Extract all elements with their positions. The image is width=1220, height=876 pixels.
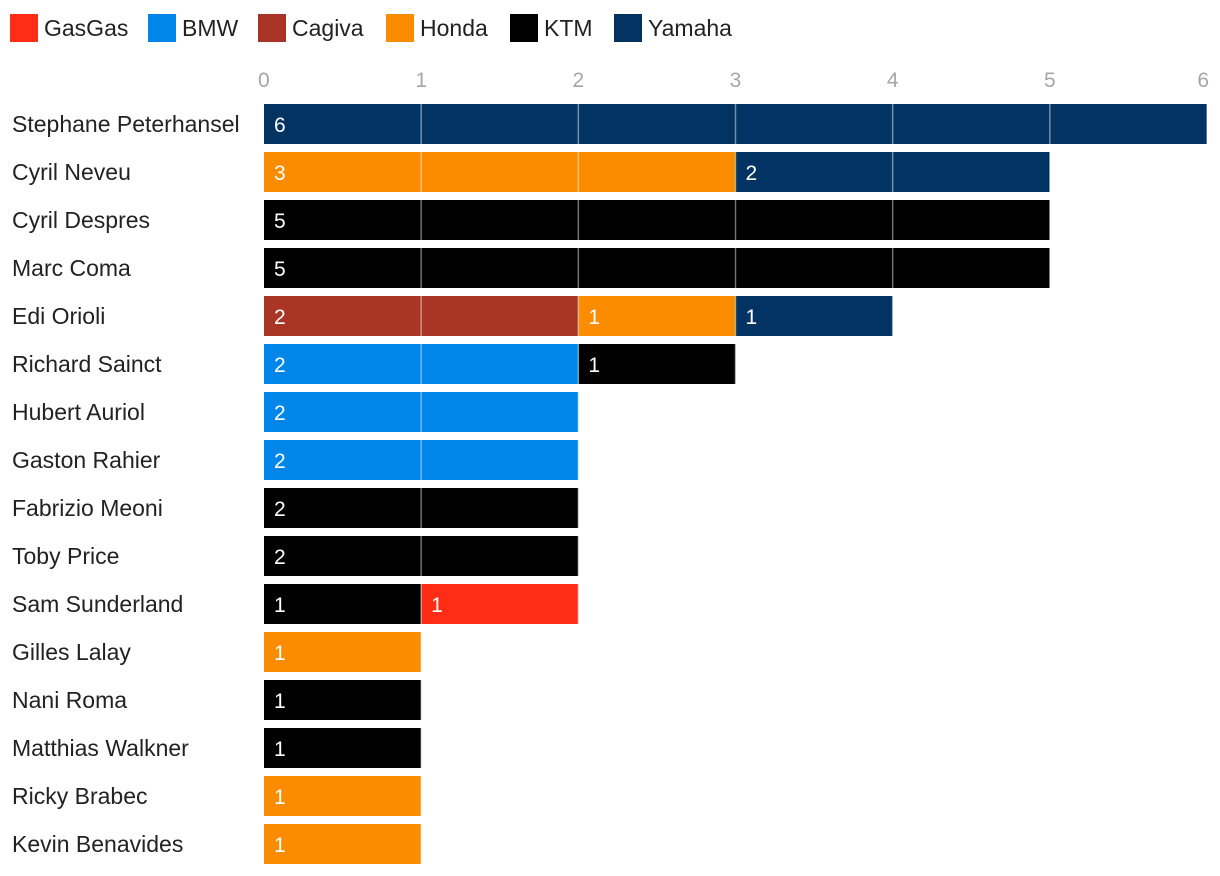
data-label: 2 xyxy=(274,354,286,377)
data-label: 1 xyxy=(274,690,286,713)
category-label: Marc Coma xyxy=(12,255,131,281)
legend-swatch-cagiva xyxy=(258,14,286,42)
bar-segment-cagiva xyxy=(264,296,579,336)
data-label: 2 xyxy=(746,162,758,185)
data-label: 1 xyxy=(274,786,286,809)
category-label: Toby Price xyxy=(12,543,119,569)
x-tick-label: 0 xyxy=(258,69,270,92)
bar-segment-bmw xyxy=(264,392,579,432)
legend-swatch-gasgas xyxy=(10,14,38,42)
category-label: Fabrizio Meoni xyxy=(12,495,163,521)
legend-label-honda: Honda xyxy=(420,15,488,41)
data-label: 1 xyxy=(746,306,758,329)
category-label: Cyril Despres xyxy=(12,207,150,233)
x-tick-label: 3 xyxy=(730,69,742,92)
data-label: 6 xyxy=(274,114,286,137)
category-labels: Stephane Peterhansel Cyril Neveu Cyril Des… xyxy=(12,111,240,857)
category-label: Matthias Walkner xyxy=(12,735,189,761)
chart-legend: GasGas BMW Cagiva Honda KTM Yamaha xyxy=(10,14,732,42)
x-axis-ticks: 0 1 2 3 4 5 6 xyxy=(258,69,1209,92)
legend-swatch-yamaha xyxy=(614,14,642,42)
x-tick-label: 2 xyxy=(572,69,584,92)
bar-segment-honda xyxy=(264,776,422,816)
legend-swatch-honda xyxy=(386,14,414,42)
data-label: 5 xyxy=(274,210,286,233)
data-label: 1 xyxy=(431,594,443,617)
legend-label-yamaha: Yamaha xyxy=(648,15,732,41)
legend-label-bmw: BMW xyxy=(182,15,239,41)
data-label: 2 xyxy=(274,450,286,473)
bar-segment-honda xyxy=(264,152,736,192)
bar-segment-ktm xyxy=(264,536,579,576)
legend-swatch-bmw xyxy=(148,14,176,42)
data-label: 1 xyxy=(274,738,286,761)
x-tick-label: 4 xyxy=(887,69,899,92)
x-tick-label: 6 xyxy=(1197,69,1209,92)
data-label: 2 xyxy=(274,306,286,329)
data-label: 1 xyxy=(274,834,286,857)
bar-segment-honda xyxy=(578,296,736,336)
category-label: Edi Orioli xyxy=(12,303,105,329)
bar-segment-ktm xyxy=(264,248,1050,288)
category-label: Gilles Lalay xyxy=(12,639,131,665)
category-label: Nani Roma xyxy=(12,687,127,713)
bar-segment-yamaha xyxy=(735,296,893,336)
data-label: 1 xyxy=(588,354,600,377)
bar-segment-gasgas xyxy=(421,584,579,624)
category-label: Sam Sunderland xyxy=(12,591,183,617)
x-tick-label: 1 xyxy=(415,69,427,92)
category-label: Gaston Rahier xyxy=(12,447,161,473)
category-label: Hubert Auriol xyxy=(12,399,145,425)
bar-segment-honda xyxy=(264,632,422,672)
data-label: 2 xyxy=(274,402,286,425)
data-label: 1 xyxy=(274,594,286,617)
category-label: Stephane Peterhansel xyxy=(12,111,240,137)
data-labels: 6 3 2 5 5 2 1 1 2 1 2 2 2 2 1 1 1 1 1 1 1 xyxy=(274,114,757,857)
legend-label-cagiva: Cagiva xyxy=(292,15,364,41)
bar-segment-yamaha xyxy=(264,104,1207,144)
bar-segment-ktm xyxy=(264,728,422,768)
bar-segment-yamaha xyxy=(735,152,1050,192)
bar-segment-ktm xyxy=(264,680,422,720)
legend-swatch-ktm xyxy=(510,14,538,42)
bar-segment-ktm xyxy=(264,200,1050,240)
bar-segment-bmw xyxy=(264,344,579,384)
legend-label-gasgas: GasGas xyxy=(44,15,128,41)
gridlines xyxy=(420,104,1208,864)
bar-segment-ktm xyxy=(264,488,579,528)
bar-segment-ktm xyxy=(264,584,422,624)
x-tick-label: 5 xyxy=(1044,69,1056,92)
category-label: Kevin Benavides xyxy=(12,831,183,857)
category-label: Richard Sainct xyxy=(12,351,162,377)
data-label: 2 xyxy=(274,546,286,569)
bar-segment-bmw xyxy=(264,440,579,480)
data-label: 5 xyxy=(274,258,286,281)
category-label: Ricky Brabec xyxy=(12,783,147,809)
legend-label-ktm: KTM xyxy=(544,15,593,41)
bars xyxy=(264,104,1207,864)
data-label: 1 xyxy=(274,642,286,665)
data-label: 1 xyxy=(588,306,600,329)
bar-segment-honda xyxy=(264,824,422,864)
data-label: 2 xyxy=(274,498,286,521)
data-label: 3 xyxy=(274,162,286,185)
category-label: Cyril Neveu xyxy=(12,159,131,185)
bar-segment-ktm xyxy=(578,344,736,384)
